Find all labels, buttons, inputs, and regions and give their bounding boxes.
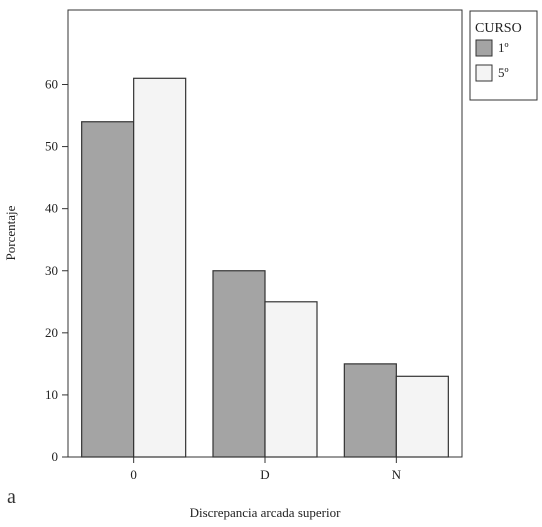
x-tick-label: 0: [130, 467, 137, 482]
bar-N-series1: [343, 363, 397, 458]
y-tick-label: 50: [45, 139, 58, 154]
x-tick-label: D: [260, 467, 269, 482]
legend-items: 1º 5º: [475, 39, 509, 82]
y-tick-label: 20: [45, 325, 58, 340]
panel-label: a: [7, 486, 16, 508]
y-tick-label: 40: [45, 201, 58, 216]
legend-title: CURSO: [475, 21, 522, 36]
legend-label: 5º: [498, 65, 509, 80]
bar-0-series2: [133, 77, 187, 458]
x-axis-title: Discrepancia arcada superior: [190, 505, 342, 520]
legend-label: 1º: [498, 40, 509, 55]
legend-swatch: [475, 64, 493, 82]
y-tick-label: 10: [45, 387, 58, 402]
x-axis: 0 D N: [130, 457, 402, 482]
bar-D-series2: [264, 301, 318, 458]
y-tick-label: 30: [45, 263, 58, 278]
y-axis-title: Porcentaje: [3, 205, 18, 260]
legend-swatch: [475, 39, 493, 57]
x-tick-label: N: [392, 467, 402, 482]
y-tick-label: 60: [45, 77, 58, 92]
bar-N-series2: [395, 375, 449, 458]
bars: [81, 77, 449, 458]
y-axis: 0 10 20 30 40 50 60: [45, 77, 68, 464]
y-tick-label: 0: [52, 449, 59, 464]
bar-0-series1: [81, 121, 135, 458]
bar-D-series1: [212, 270, 266, 458]
legend: CURSO 1º 5º: [469, 10, 538, 101]
